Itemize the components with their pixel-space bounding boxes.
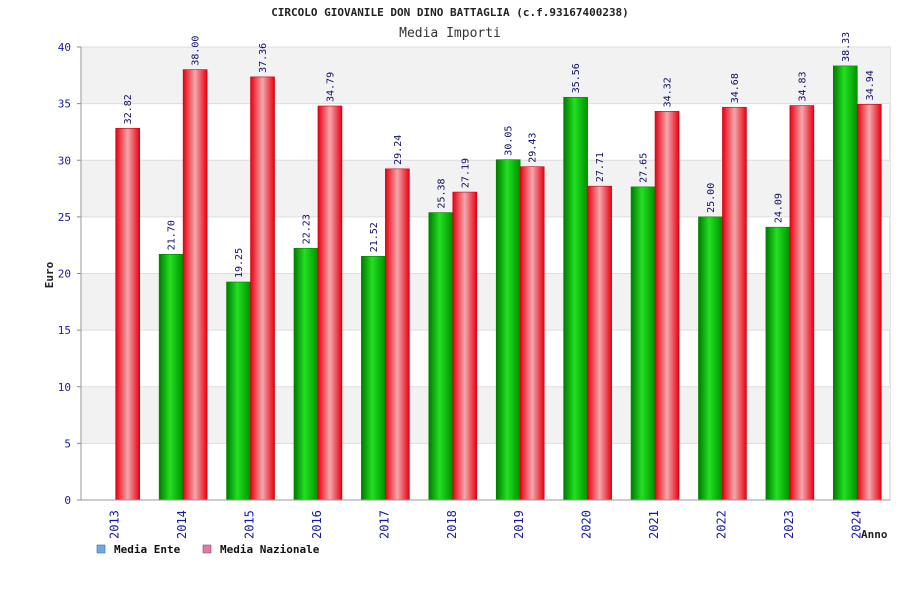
chart-title: CIRCOLO GIOVANILE DON DINO BATTAGLIA (c.…	[271, 6, 629, 19]
plot-band	[81, 47, 890, 104]
x-tick-label: 2022	[714, 510, 728, 539]
bar-media-nazionale-2015	[250, 76, 275, 501]
y-tick-label: 35	[58, 98, 71, 111]
data-label-media-ente-2023: 24.09	[773, 193, 784, 223]
bar-media-nazionale-2022	[722, 106, 747, 501]
bar-media-nazionale-2024	[856, 104, 882, 501]
y-tick-label: 5	[64, 437, 71, 450]
data-label-media-nazionale-2013: 32.82	[123, 94, 134, 124]
bar-media-ente-2020	[563, 96, 588, 501]
data-label-media-nazionale-2021: 34.32	[663, 77, 674, 107]
bar-media-ente-2021	[630, 186, 656, 501]
x-tick-label: 2019	[512, 510, 526, 539]
x-tick-label: 2013	[108, 510, 122, 539]
legend: Media Ente Media Nazionale	[96, 543, 320, 556]
bar-media-ente-2016	[293, 247, 319, 501]
x-axis: 2013 2014 2015 2016 2017 2018 2019 2020 2021 2022…	[81, 499, 890, 539]
legend-swatch-media-nazionale	[202, 544, 212, 554]
data-label-media-ente-2018: 25.38	[436, 178, 447, 208]
bar-media-nazionale-2023	[789, 105, 815, 501]
plot-band	[81, 386, 890, 444]
data-label-media-nazionale-2022: 34.68	[730, 73, 741, 103]
y-tick-label: 30	[58, 154, 71, 167]
data-labels-group: 32.82 21.70 38.00 19.25 37.36 22.23 34.79 21.52…	[123, 32, 876, 278]
y-tick-label: 15	[58, 324, 71, 337]
plot-band	[81, 160, 890, 217]
x-tick-label: 2023	[782, 510, 796, 539]
x-tick-label: 2016	[310, 510, 324, 539]
bar-media-nazionale-2014	[182, 69, 208, 501]
bar-media-ente-2018	[428, 212, 454, 501]
bar-media-ente-2014	[158, 253, 184, 501]
chart-subtitle: Media Importi	[399, 26, 501, 41]
data-label-media-ente-2019: 30.05	[504, 126, 515, 156]
data-label-media-ente-2017: 21.52	[369, 222, 380, 252]
bar-media-ente-2019	[495, 159, 521, 501]
bar-media-ente-2015	[226, 281, 251, 501]
data-label-media-nazionale-2024: 34.94	[865, 70, 876, 100]
y-tick-label: 10	[58, 381, 71, 394]
data-label-media-ente-2024: 38.33	[841, 32, 852, 62]
bar-media-ente-2023	[765, 226, 791, 501]
data-label-media-nazionale-2018: 27.19	[460, 158, 471, 188]
data-label-media-nazionale-2023: 34.83	[797, 71, 808, 101]
bar-media-ente-2017	[361, 255, 386, 501]
x-tick-label: 2015	[243, 510, 257, 539]
bar-media-ente-2024	[832, 65, 858, 501]
bar-media-ente-2022	[698, 216, 723, 501]
bar-media-nazionale-2018	[452, 191, 478, 501]
x-tick-label: 2020	[580, 510, 594, 539]
x-tick-label: 2014	[175, 510, 189, 539]
data-label-media-nazionale-2020: 27.71	[595, 152, 606, 182]
bar-media-nazionale-2016	[317, 105, 343, 501]
legend-label-media-nazionale: Media Nazionale	[220, 543, 320, 556]
bar-media-nazionale-2020	[587, 185, 612, 501]
bar-media-nazionale-2021	[654, 111, 680, 501]
x-tick-label: 2024	[849, 510, 863, 539]
y-axis-label: Euro	[43, 261, 56, 288]
data-label-media-nazionale-2019: 29.43	[528, 133, 539, 163]
y-axis: 0 5 10 15 20 25 30 35 40	[58, 41, 82, 507]
bar-media-nazionale-2013	[115, 128, 141, 501]
data-label-media-ente-2022: 25.00	[706, 183, 717, 213]
plot-band	[81, 273, 890, 331]
data-label-media-nazionale-2015: 37.36	[258, 43, 269, 73]
bar-media-nazionale-2017	[385, 168, 410, 501]
data-label-media-nazionale-2014: 38.00	[191, 36, 202, 66]
x-tick-label: 2021	[647, 510, 661, 539]
y-tick-label: 25	[58, 211, 71, 224]
y-tick-label: 20	[58, 268, 71, 281]
x-tick-label: 2017	[377, 510, 391, 539]
data-label-media-nazionale-2017: 29.24	[393, 135, 404, 165]
x-tick-label: 2018	[445, 510, 459, 539]
data-label-media-ente-2015: 19.25	[234, 248, 245, 278]
y-tick-label: 0	[64, 494, 71, 507]
y-tick-label: 40	[58, 41, 71, 54]
data-label-media-ente-2021: 27.65	[639, 153, 650, 183]
data-label-media-nazionale-2016: 34.79	[325, 72, 336, 102]
data-label-media-ente-2020: 35.56	[571, 63, 582, 93]
data-label-media-ente-2016: 22.23	[301, 214, 312, 244]
bars-group	[115, 65, 882, 501]
x-axis-label: Anno	[861, 528, 888, 541]
bar-media-nazionale-2019	[519, 166, 545, 501]
data-label-media-ente-2014: 21.70	[167, 220, 178, 250]
legend-swatch-media-ente	[96, 544, 106, 554]
legend-label-media-ente: Media Ente	[114, 543, 181, 556]
